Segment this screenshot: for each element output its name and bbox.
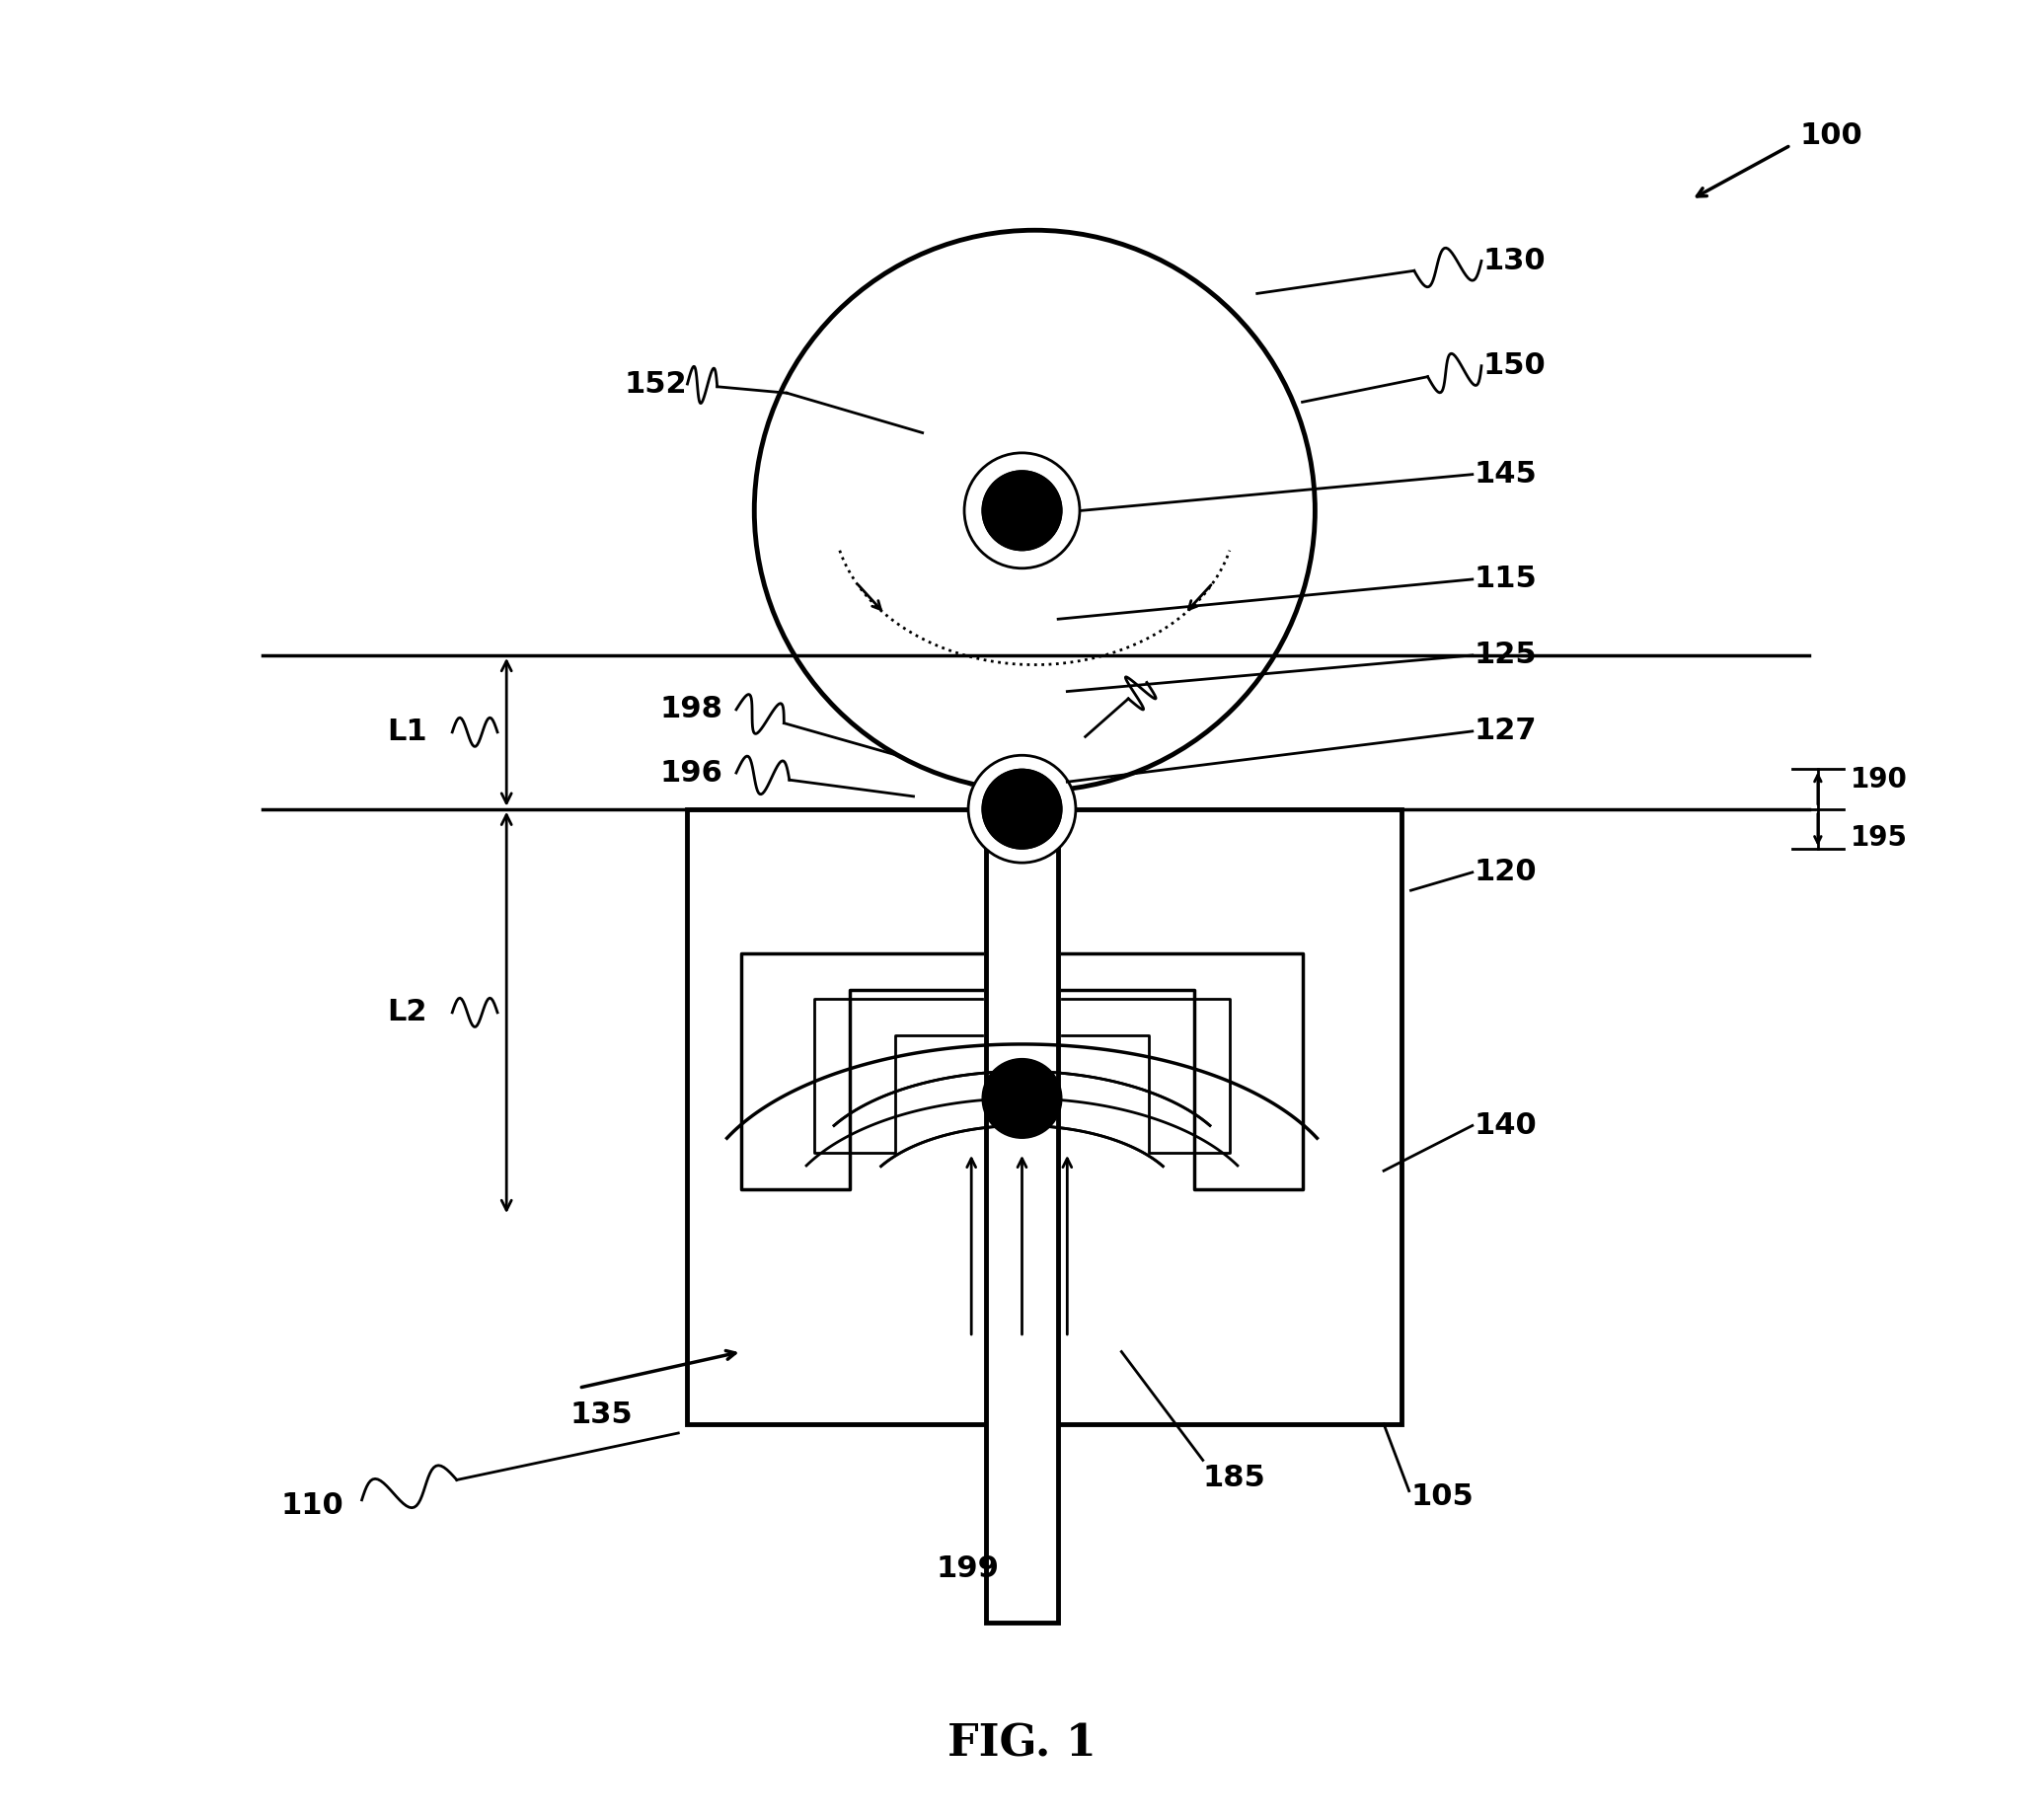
Text: 150: 150: [1484, 351, 1545, 380]
Text: 125: 125: [1474, 641, 1537, 670]
Text: 196: 196: [660, 758, 724, 787]
Text: 115: 115: [1474, 565, 1537, 594]
Text: 130: 130: [1484, 247, 1545, 274]
Circle shape: [965, 452, 1079, 569]
Text: 152: 152: [623, 369, 687, 398]
Text: FIG. 1: FIG. 1: [948, 1723, 1096, 1766]
Text: 195: 195: [1850, 825, 1907, 852]
Text: 135: 135: [570, 1401, 632, 1430]
Text: 190: 190: [1850, 767, 1907, 794]
Circle shape: [969, 756, 1075, 863]
Circle shape: [983, 769, 1061, 849]
Text: 105: 105: [1410, 1483, 1474, 1510]
Circle shape: [983, 471, 1061, 551]
Bar: [687, 809, 1402, 1425]
Circle shape: [983, 1059, 1061, 1137]
Bar: [985, 240, 1059, 1623]
Text: 140: 140: [1474, 1112, 1537, 1139]
Text: 120: 120: [1474, 858, 1537, 887]
Text: 110: 110: [280, 1492, 343, 1519]
Text: 145: 145: [1474, 460, 1537, 489]
Text: L1: L1: [386, 718, 427, 747]
Text: L2: L2: [386, 998, 427, 1027]
Text: 185: 185: [1202, 1465, 1265, 1492]
Text: 100: 100: [1801, 122, 1862, 151]
Circle shape: [983, 471, 1061, 551]
Circle shape: [754, 231, 1314, 790]
Text: 127: 127: [1474, 718, 1537, 745]
Circle shape: [983, 769, 1061, 849]
Text: 198: 198: [660, 696, 724, 723]
Text: 199: 199: [1149, 669, 1212, 696]
Text: 199: 199: [936, 1554, 1000, 1583]
